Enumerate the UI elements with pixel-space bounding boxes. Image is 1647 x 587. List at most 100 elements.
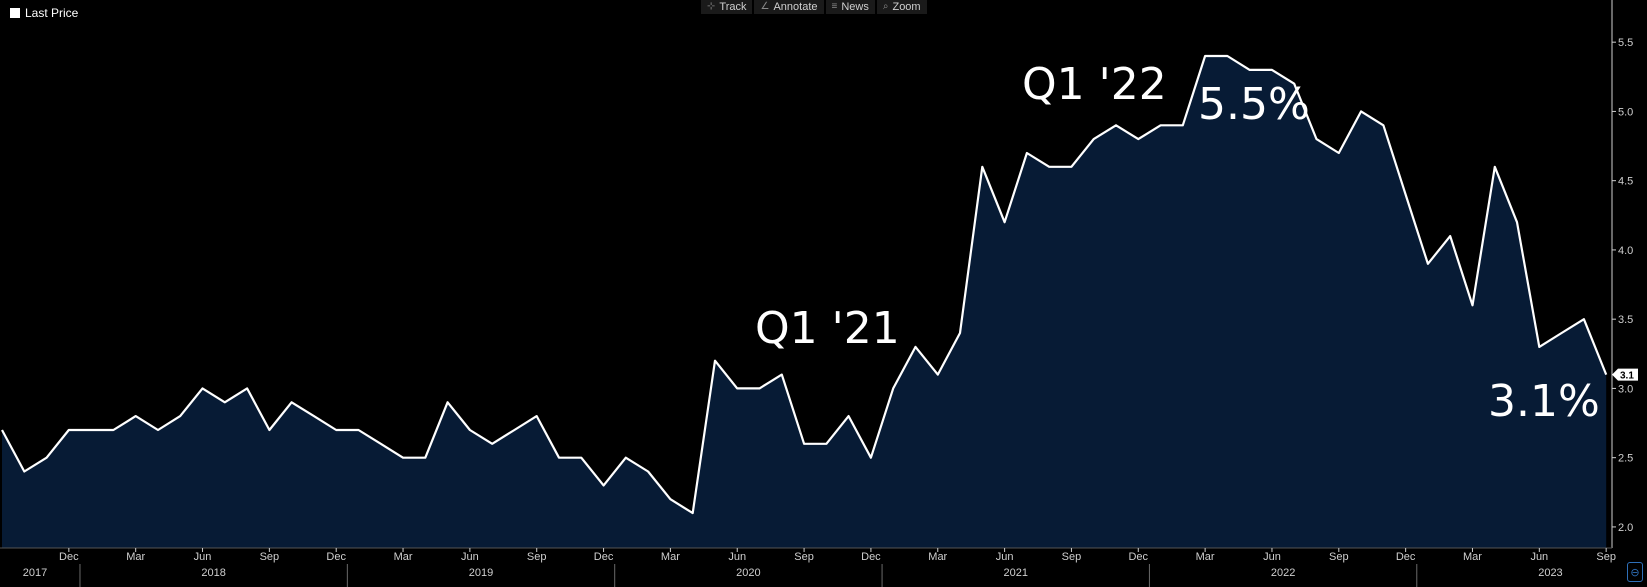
data-point — [357, 429, 360, 432]
chart-toolbar: ⊹ Track ∠ Annotate ≡ News ⌕ Zoom — [701, 0, 927, 14]
annotation-peak-value: 5.5% — [1198, 79, 1310, 130]
legend: Last Price — [10, 6, 78, 20]
x-tick-label: Sep — [527, 551, 547, 563]
data-point — [1204, 55, 1207, 58]
x-tick-label: Mar — [394, 551, 413, 563]
y-tick-label: 3.0 — [1618, 383, 1633, 395]
x-tick-label: Sep — [1596, 551, 1616, 563]
data-point — [1003, 221, 1006, 224]
data-point — [1226, 55, 1229, 58]
x-tick-label: Mar — [126, 551, 145, 563]
x-tick-label: Dec — [1128, 551, 1148, 563]
data-point — [1, 429, 4, 432]
data-point — [558, 456, 561, 459]
annotation-last-value: 3.1% — [1488, 376, 1600, 427]
annotation-q1-21: Q1 '21 — [755, 303, 900, 354]
data-point — [201, 387, 204, 390]
data-point — [1538, 345, 1541, 348]
data-point — [312, 415, 315, 418]
chart-scroll-icon[interactable]: ⊖ — [1627, 562, 1643, 582]
data-point — [1493, 165, 1496, 168]
data-point — [290, 401, 293, 404]
annotation-q1-22: Q1 '22 — [1022, 59, 1167, 110]
year-label: 2023 — [1538, 567, 1562, 579]
data-point — [45, 456, 48, 459]
data-point — [624, 456, 627, 459]
data-point — [869, 456, 872, 459]
data-point — [1137, 138, 1140, 141]
data-point — [803, 442, 806, 445]
data-point — [602, 484, 605, 487]
data-point — [157, 429, 160, 432]
annotate-button[interactable]: ∠ Annotate — [754, 0, 824, 14]
data-point — [446, 401, 449, 404]
data-point — [179, 415, 182, 418]
data-point — [1115, 124, 1118, 127]
x-tick-label: Dec — [1396, 551, 1416, 563]
data-point — [1070, 165, 1073, 168]
y-tick-label: 5.0 — [1618, 106, 1633, 118]
data-point — [246, 387, 249, 390]
data-point — [1404, 193, 1407, 196]
zoom-label: Zoom — [892, 1, 921, 13]
x-axis-band — [0, 548, 1612, 587]
year-label: 2021 — [1003, 567, 1027, 579]
last-value-badge-label: 3.1 — [1620, 371, 1634, 382]
data-point — [1048, 165, 1051, 168]
zoom-button[interactable]: ⌕ Zoom — [876, 0, 927, 14]
crosshair-icon: ⊹ — [707, 1, 716, 12]
data-point — [1382, 124, 1385, 127]
year-label: 2017 — [23, 567, 47, 579]
y-tick-label: 4.5 — [1618, 176, 1633, 188]
data-point — [780, 373, 783, 376]
x-tick-label: Mar — [1196, 551, 1215, 563]
data-point — [1516, 221, 1519, 224]
data-point — [402, 456, 405, 459]
data-point — [1360, 110, 1363, 113]
data-point — [580, 456, 583, 459]
area-layer — [1, 54, 1608, 548]
track-label: Track — [719, 1, 747, 13]
x-tick-label: Sep — [260, 551, 280, 563]
legend-label: Last Price — [25, 6, 79, 20]
year-label: 2018 — [201, 567, 225, 579]
news-icon: ≡ — [831, 1, 838, 12]
data-point — [379, 442, 382, 445]
data-point — [1605, 373, 1608, 376]
x-tick-label: Jun — [1530, 551, 1548, 563]
x-tick-label: Sep — [1329, 551, 1349, 563]
news-button[interactable]: ≡ News — [825, 0, 875, 14]
data-point — [513, 429, 516, 432]
annotation-layer: Q1 '21 Q1 '22 5.5% 3.1% — [755, 59, 1600, 427]
x-tick-label: Dec — [326, 551, 346, 563]
data-point — [669, 498, 672, 501]
data-point — [112, 429, 115, 432]
x-tick-label: Mar — [1463, 551, 1482, 563]
x-tick-label: Jun — [996, 551, 1014, 563]
x-tick-label: Jun — [728, 551, 746, 563]
data-point — [491, 442, 494, 445]
x-tick-label: Jun — [194, 551, 212, 563]
data-point — [1092, 138, 1095, 141]
track-button[interactable]: ⊹ Track — [701, 0, 753, 14]
data-point — [67, 429, 70, 432]
data-point — [1449, 235, 1452, 238]
data-point — [424, 456, 427, 459]
data-point — [335, 429, 338, 432]
year-label: 2020 — [736, 567, 760, 579]
data-point — [1248, 68, 1251, 71]
x-tick-label: Jun — [461, 551, 479, 563]
data-point — [981, 165, 984, 168]
y-tick-label: 2.5 — [1618, 453, 1633, 465]
x-tick-label: Dec — [594, 551, 614, 563]
data-point — [1159, 124, 1162, 127]
data-point — [914, 345, 917, 348]
last-value-badge — [1612, 368, 1638, 381]
data-point — [1337, 152, 1340, 155]
data-point — [1271, 68, 1274, 71]
data-point — [892, 387, 895, 390]
series-area — [2, 56, 1607, 548]
data-point — [1426, 262, 1429, 265]
